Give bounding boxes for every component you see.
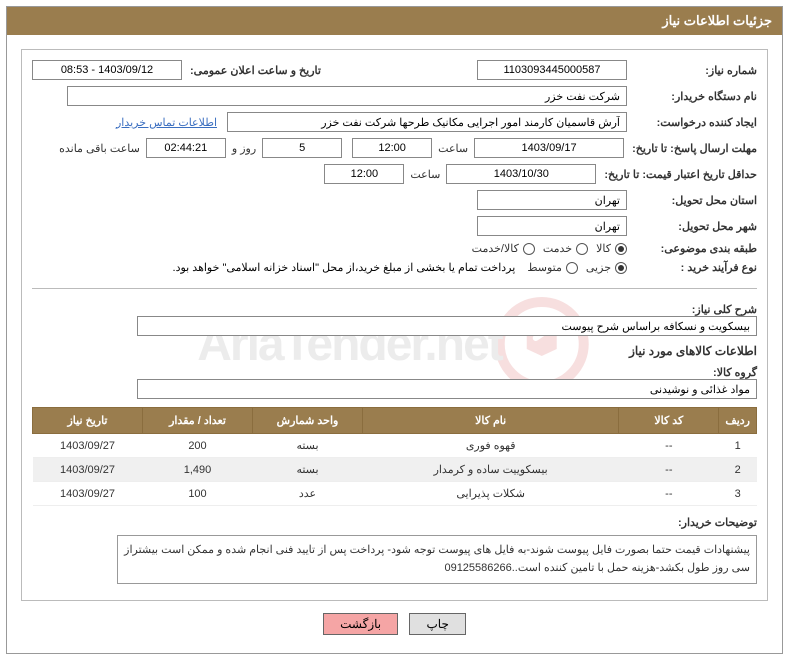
divider — [32, 288, 757, 289]
deadline-countdown-field — [146, 138, 226, 158]
purchase-minor-radio[interactable]: جزیی — [586, 261, 627, 274]
table-cell-date: 1403/09/27 — [33, 458, 143, 482]
th-name: نام کالا — [363, 408, 619, 434]
buyer-org-field — [67, 86, 627, 106]
announcement-field — [32, 60, 182, 80]
goods-group-field — [137, 379, 757, 399]
print-button[interactable]: چاپ — [409, 613, 465, 635]
city-field — [477, 216, 627, 236]
buyer-org-label: نام دستگاه خریدار: — [627, 90, 757, 103]
deadline-days-label: روز و — [226, 142, 262, 155]
need-desc-label: شرح کلی نیاز: — [627, 303, 757, 316]
province-label: استان محل تحویل: — [627, 194, 757, 207]
category-service-radio[interactable]: خدمت — [543, 242, 588, 255]
table-cell-idx: 3 — [719, 482, 757, 506]
deadline-label: مهلت ارسال پاسخ: تا تاریخ: — [624, 142, 757, 155]
table-row: 3--شکلات پذیراییعدد1001403/09/27 — [33, 482, 757, 506]
need-number-field — [477, 60, 627, 80]
category-goods-radio[interactable]: کالا — [596, 242, 627, 255]
requester-label: ایجاد کننده درخواست: — [627, 116, 757, 129]
table-cell-name: شکلات پذیرایی — [363, 482, 619, 506]
table-cell-unit: بسته — [253, 458, 363, 482]
table-row: 2--بیسکوییت ساده و کرمداربسته1,4901403/0… — [33, 458, 757, 482]
table-cell-name: قهوه فوری — [363, 434, 619, 458]
deadline-date-field — [474, 138, 624, 158]
purchase-type-radio-group: جزیی متوسط — [527, 261, 627, 274]
table-cell-name: بیسکوییت ساده و کرمدار — [363, 458, 619, 482]
category-both-radio[interactable]: کالا/خدمت — [472, 242, 535, 255]
table-cell-idx: 1 — [719, 434, 757, 458]
need-desc-field — [137, 316, 757, 336]
validity-label: حداقل تاریخ اعتبار قیمت: تا تاریخ: — [596, 168, 757, 181]
announcement-label: تاریخ و ساعت اعلان عمومی: — [182, 64, 321, 77]
need-number-label: شماره نیاز: — [627, 64, 757, 77]
table-cell-date: 1403/09/27 — [33, 482, 143, 506]
th-code: کد کالا — [619, 408, 719, 434]
buyer-notes-label: توضیحات خریدار: — [627, 516, 757, 529]
deadline-remain-label: ساعت باقی مانده — [53, 142, 146, 155]
requester-field — [227, 112, 627, 132]
goods-table: ردیف کد کالا نام کالا واحد شمارش تعداد /… — [32, 407, 757, 506]
th-row: ردیف — [719, 408, 757, 434]
table-row: 1--قهوه فوریبسته2001403/09/27 — [33, 434, 757, 458]
deadline-time-field — [352, 138, 432, 158]
deadline-time-label: ساعت — [432, 142, 474, 155]
need-details-panel: جزئیات اطلاعات نیاز AriaTender.net شماره… — [6, 6, 783, 654]
validity-date-field — [446, 164, 596, 184]
table-cell-code: -- — [619, 434, 719, 458]
table-cell-qty: 200 — [143, 434, 253, 458]
purchase-note: پرداخت تمام یا بخشی از مبلغ خرید،از محل … — [173, 261, 516, 274]
goods-group-label: گروه کالا: — [627, 366, 757, 379]
goods-section-title: اطلاعات کالاهای مورد نیاز — [32, 344, 757, 358]
deadline-days-field — [262, 138, 342, 158]
purchase-type-label: نوع فرآیند خرید : — [627, 261, 757, 274]
table-cell-unit: بسته — [253, 434, 363, 458]
panel-title: جزئیات اطلاعات نیاز — [7, 7, 782, 35]
table-cell-qty: 100 — [143, 482, 253, 506]
th-unit: واحد شمارش — [253, 408, 363, 434]
table-cell-date: 1403/09/27 — [33, 434, 143, 458]
validity-time-label: ساعت — [404, 168, 446, 181]
province-field — [477, 190, 627, 210]
th-qty: تعداد / مقدار — [143, 408, 253, 434]
back-button[interactable]: بازگشت — [323, 613, 398, 635]
purchase-medium-radio[interactable]: متوسط — [527, 261, 578, 274]
buyer-contact-link[interactable]: اطلاعات تماس خریدار — [116, 116, 217, 129]
th-date: تاریخ نیاز — [33, 408, 143, 434]
buyer-notes-box: پیشنهادات قیمت حتما بصورت فایل پیوست شون… — [117, 535, 757, 584]
city-label: شهر محل تحویل: — [627, 220, 757, 233]
category-label: طبقه بندی موضوعی: — [627, 242, 757, 255]
validity-time-field — [324, 164, 404, 184]
category-radio-group: کالا خدمت کالا/خدمت — [472, 242, 627, 255]
table-cell-code: -- — [619, 458, 719, 482]
table-cell-idx: 2 — [719, 458, 757, 482]
table-cell-unit: عدد — [253, 482, 363, 506]
table-cell-code: -- — [619, 482, 719, 506]
table-cell-qty: 1,490 — [143, 458, 253, 482]
